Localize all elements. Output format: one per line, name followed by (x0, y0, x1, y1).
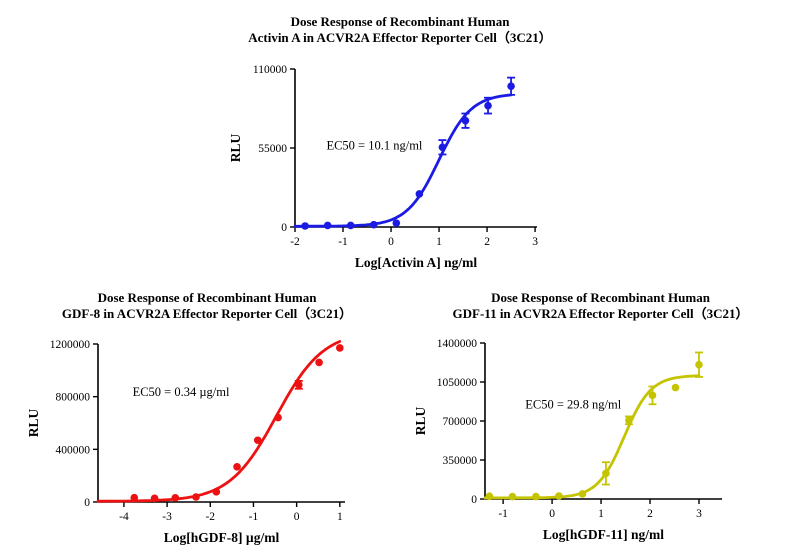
chart-title-line-1: Dose Response of Recombinant Human (491, 290, 710, 305)
x-tick-label: 3 (696, 508, 702, 520)
y-tick-label: 800000 (56, 392, 91, 404)
x-tick-label: 1 (598, 508, 604, 520)
data-point (294, 381, 303, 389)
y-tick-label: 700000 (443, 416, 478, 428)
data-point (130, 493, 139, 502)
y-tick-label: 0 (281, 222, 287, 234)
data-point (625, 416, 633, 425)
chart-title-line-2: GDF-11 in ACVR2A Effector Reporter Cell（… (452, 306, 749, 321)
chart-title: Dose Response of Recombinant Human GDF-1… (408, 284, 793, 324)
data-point (578, 490, 587, 498)
data-point (508, 492, 517, 501)
y-tick-label: 350000 (443, 455, 478, 467)
x-tick-label: 0 (388, 236, 394, 248)
x-axis-label: Log[Activin A] ng/ml (355, 255, 478, 270)
data-point (485, 492, 494, 501)
data-point (438, 143, 447, 152)
chart-title-line-1: Dose Response of Recombinant Human (97, 290, 317, 305)
x-tick-label: -1 (249, 511, 259, 523)
gdf11-dose-response-chart: Dose Response of Recombinant Human GDF-1… (408, 284, 793, 551)
y-tick-label: 1050000 (437, 377, 478, 389)
data-point (602, 469, 610, 478)
data-point (323, 221, 332, 230)
data-point (695, 360, 703, 369)
x-tick-label: 3 (532, 236, 538, 248)
data-point (212, 488, 221, 496)
y-tick-label: 110000 (253, 64, 287, 76)
x-tick-label: 0 (294, 511, 300, 523)
x-tick-label: -2 (205, 511, 215, 523)
data-point (150, 494, 159, 503)
dose-response-curve (96, 340, 342, 503)
data-point (555, 492, 563, 500)
activin-a-dose-response-chart: Dose Response of Recombinant Human Activ… (215, 8, 585, 278)
chart-title: Dose Response of Recombinant Human GDF-8… (18, 284, 396, 324)
y-tick-label: 1200000 (50, 339, 91, 351)
gdf11-plot: -1 0 1 2 3 0 350000 700000 1050000 1400000 EC50 = … (413, 338, 722, 542)
y-tick-label: 1400000 (437, 338, 478, 350)
data-point (461, 116, 470, 125)
x-tick-label: -3 (162, 511, 172, 523)
y-tick-label: 0 (84, 497, 90, 509)
gdf8-dose-response-chart: Dose Response of Recombinant Human GDF-8… (18, 284, 396, 551)
dose-response-curve (293, 93, 513, 228)
data-point (233, 463, 241, 471)
ec50-annotation: EC50 = 0.34 µg/ml (133, 385, 230, 399)
data-point (484, 101, 492, 110)
dose-response-curve (483, 374, 701, 500)
activin-a-plot: -2 -1 0 1 2 3 0 55000 110000 EC50 = 10.1 ng/ml Log… (228, 64, 538, 270)
y-axis-label: RLU (413, 407, 428, 436)
data-point (192, 493, 200, 501)
y-tick-label: 55000 (258, 143, 287, 155)
data-point (415, 190, 424, 198)
data-point (315, 358, 323, 367)
data-point (648, 391, 657, 400)
chart-title: Dose Response of Recombinant Human Activ… (215, 8, 585, 48)
chart-title-line-2: Activin A in ACVR2A Effector Reporter Ce… (248, 30, 552, 45)
x-tick-label: -2 (290, 236, 300, 248)
x-tick-label: 1 (436, 236, 442, 248)
data-point (301, 222, 309, 230)
y-axis-label: RLU (228, 134, 243, 163)
x-tick-label: 2 (647, 508, 653, 520)
y-tick-label: 0 (471, 494, 477, 506)
data-point (346, 221, 355, 230)
ec50-annotation: EC50 = 10.1 ng/ml (326, 139, 422, 153)
y-tick-label: 400000 (56, 444, 91, 456)
x-tick-label: 0 (549, 508, 555, 520)
chart-title-line-1: Dose Response of Recombinant Human (290, 14, 510, 29)
gdf8-plot: -4 -3 -2 -1 0 1 0 400000 800000 1200000 EC50 = 0.3… (26, 339, 345, 545)
x-tick-label: -1 (498, 508, 508, 520)
data-point (671, 383, 680, 392)
x-tick-label: 1 (337, 511, 343, 523)
chart-title-line-2: GDF-8 in ACVR2A Effector Reporter Cell（3… (61, 306, 353, 321)
data-point (369, 220, 378, 229)
data-point (274, 413, 282, 422)
data-point (507, 82, 515, 91)
data-point (532, 492, 540, 501)
ec50-annotation: EC50 = 29.8 ng/ml (525, 398, 621, 412)
data-point (253, 436, 262, 445)
x-axis-label: Log[hGDF-8] µg/ml (164, 530, 280, 545)
y-axis-label: RLU (26, 409, 41, 438)
x-tick-label: -4 (119, 511, 129, 523)
data-point (336, 344, 344, 352)
data-point (392, 219, 401, 227)
data-point (171, 493, 180, 502)
x-tick-label: -1 (338, 236, 348, 248)
x-axis-label: Log[hGDF-11] ng/ml (543, 527, 664, 542)
x-tick-label: 2 (484, 236, 490, 248)
